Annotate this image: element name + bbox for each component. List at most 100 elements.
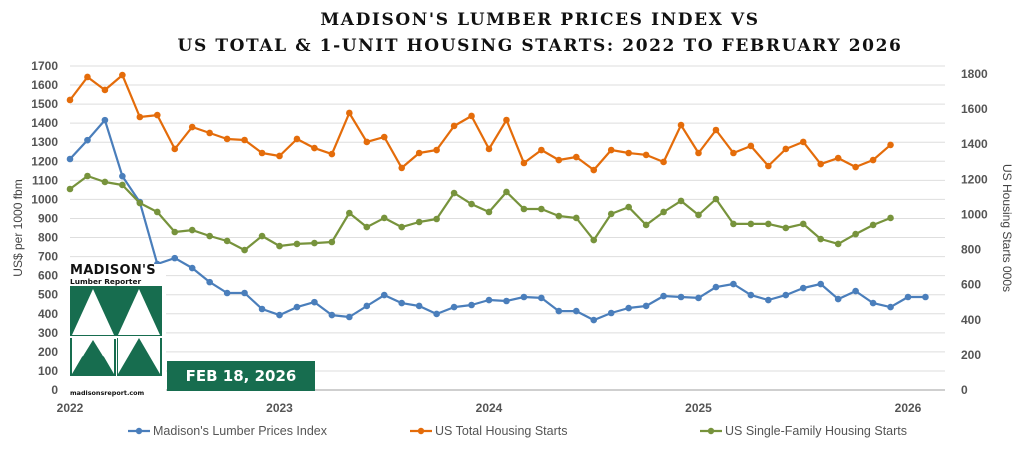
data-point [799,284,807,292]
data-point [695,294,702,302]
left-tick-label: 1100 [32,173,58,187]
series-0 [66,116,929,324]
data-point [433,215,440,223]
data-point [223,237,231,245]
data-point [520,159,528,167]
data-point [730,220,737,228]
logo-subtitle: Lumber Reporter [70,277,142,286]
data-point [276,311,283,319]
data-point [765,162,772,170]
data-point [677,293,685,301]
left-tick-label: 1000 [31,192,58,206]
data-point [293,135,301,143]
data-point [485,296,493,304]
data-point [799,220,807,228]
data-point [747,220,755,228]
data-point [468,301,475,309]
logo-name: MADISON'S [70,263,156,278]
right-tick-label: 200 [961,348,981,362]
data-point [188,123,196,131]
data-point [223,135,231,143]
left-tick-label: 1500 [31,97,58,111]
data-point [887,214,894,222]
left-axis-ticks: 0 100 200 300 400 500 600 700 800 900 1000 1100 1200… [31,59,58,397]
data-point [817,160,825,168]
data-point [625,149,632,157]
data-point [276,152,283,160]
data-point [485,208,493,216]
data-point [241,289,248,297]
legend: Madison's Lumber Prices Index US Total Ho… [128,424,907,438]
data-point [188,226,196,234]
right-tick-label: 400 [961,313,981,327]
data-point [258,305,266,313]
data-point [136,113,144,121]
data-point [468,112,475,120]
right-tick-label: 800 [961,243,981,257]
data-point [241,246,248,254]
data-point [311,239,318,247]
data-point [660,158,667,166]
legend-label: US Total Housing Starts [435,424,567,438]
data-point [642,302,650,310]
data-point [450,189,458,197]
data-point [607,309,615,317]
data-point [520,205,528,213]
data-point [206,129,213,137]
data-point [642,221,650,229]
data-point [363,223,371,231]
series-line [69,118,926,322]
madisons-logo: MADISON'S Lumber Reporter madisonsreport… [70,263,166,397]
data-point [607,210,615,218]
data-point [520,293,528,301]
data-point [590,316,598,324]
data-point [380,291,388,299]
data-point [380,133,388,141]
data-point [119,181,126,189]
left-tick-label: 0 [51,383,58,397]
data-point [206,232,213,240]
series-line [69,73,892,172]
data-point [101,178,109,186]
data-point [555,156,563,164]
right-tick-label: 1400 [961,137,988,151]
left-tick-label: 600 [38,269,58,283]
x-tick-label: 2026 [895,401,922,415]
data-point [328,238,336,246]
data-point [433,146,440,154]
data-point [363,302,371,310]
x-tick-label: 2022 [57,401,84,415]
data-point [782,291,790,299]
data-point [852,163,859,171]
data-point [695,211,702,219]
data-point [817,235,825,243]
data-point [834,240,842,248]
left-tick-label: 300 [38,326,58,340]
data-point [572,214,580,222]
data-point [555,307,563,315]
data-point [450,303,458,311]
series-line [69,174,891,252]
data-point [572,307,580,315]
left-tick-label: 1700 [31,59,58,73]
logo-triangles-icon [70,286,162,376]
data-point [590,166,598,174]
right-tick-label: 0 [961,383,968,397]
data-point [223,289,231,297]
data-point [765,220,772,228]
data-point [84,136,91,144]
data-point [607,146,615,154]
data-point [328,311,336,319]
left-tick-label: 200 [38,345,58,359]
data-point [642,151,650,159]
left-tick-label: 500 [38,288,58,302]
data-point [468,200,475,208]
data-point [153,208,161,216]
data-point [660,208,667,216]
right-tick-label: 1800 [961,67,988,81]
data-point [590,236,598,244]
data-point [293,303,301,311]
data-point [101,116,109,124]
data-point [712,283,720,291]
